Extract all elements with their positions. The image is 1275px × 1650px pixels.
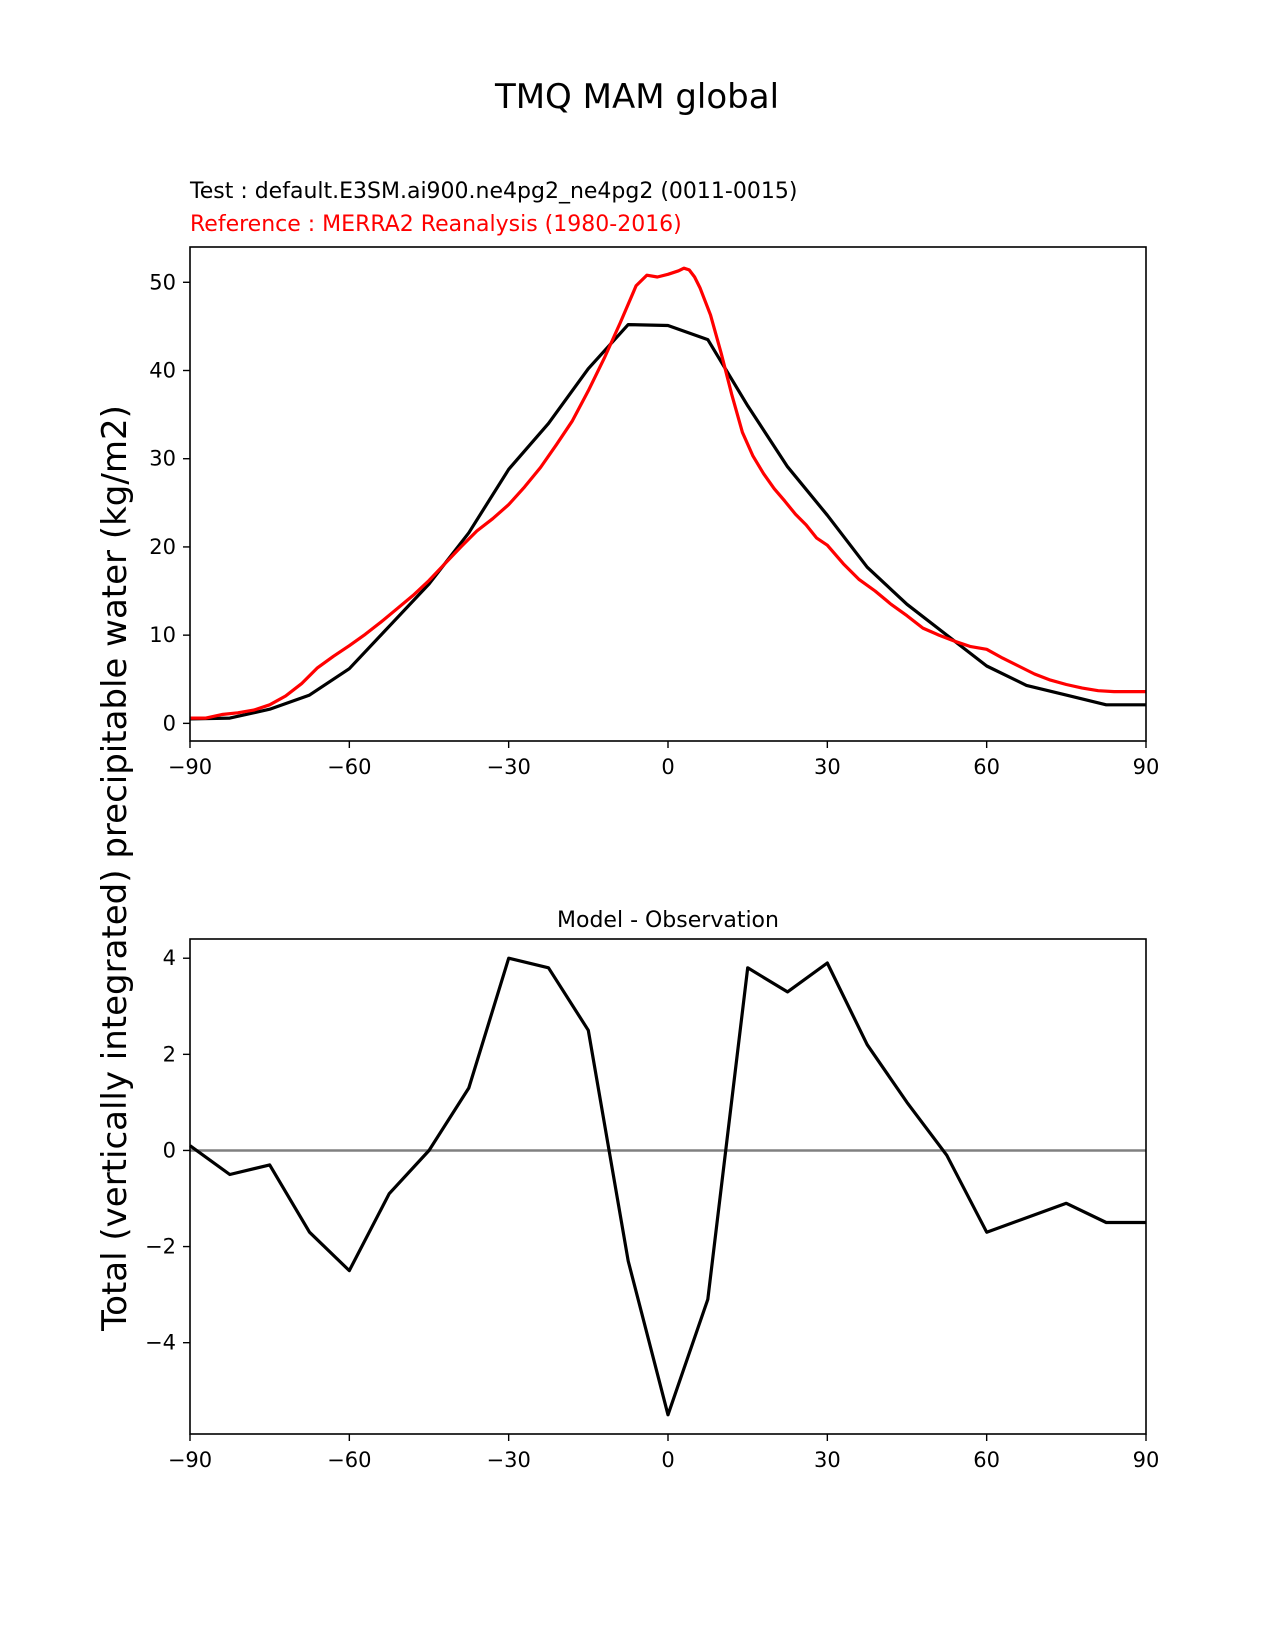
x-tick-label: 0 <box>661 1448 674 1472</box>
x-tick-label: 60 <box>973 1448 1000 1472</box>
x-tick-label: 90 <box>1133 755 1160 779</box>
x-tick-label: 0 <box>661 755 674 779</box>
x-tick-label: −90 <box>168 755 212 779</box>
figure-title: TMQ MAM global <box>494 77 779 117</box>
y-tick-label: 0 <box>163 1138 176 1162</box>
x-tick-label: −60 <box>327 1448 371 1472</box>
y-tick-label: 20 <box>149 535 176 559</box>
top-plot: −90 −60 −30 0 30 60 90 0 10 20 30 40 50 <box>149 246 1160 779</box>
y-tick-label: 0 <box>163 711 176 735</box>
x-tick-label: −30 <box>487 1448 531 1472</box>
y-tick-label: 10 <box>149 623 176 647</box>
y-tick-label: 50 <box>149 270 176 294</box>
y-tick-label: 2 <box>163 1042 176 1066</box>
subplot-title: Model - Observation <box>557 908 779 933</box>
x-tick-label: −60 <box>327 755 371 779</box>
y-axis-label: Total (vertically integrated) precipitab… <box>95 405 135 1332</box>
x-tick-label: 30 <box>814 755 841 779</box>
x-tick-label: 60 <box>973 755 1000 779</box>
test-label: Test : default.E3SM.ai900.ne4pg2_ne4pg2 … <box>189 179 797 204</box>
x-tick-label: 90 <box>1133 1448 1160 1472</box>
y-tick-label: 30 <box>149 447 176 471</box>
series-line-reference <box>190 266 1146 720</box>
difference-plot: −90 −60 −30 0 30 60 90 −4 −2 0 2 4 Model - Observati… <box>145 908 1159 1472</box>
y-tick-label: 4 <box>163 946 176 970</box>
plot-frame <box>189 246 1147 742</box>
series-line-model-observation <box>189 956 1146 1417</box>
x-tick-label: −30 <box>487 755 531 779</box>
x-tick-label: 30 <box>814 1448 841 1472</box>
y-tick-label: −2 <box>145 1235 176 1259</box>
reference-label: Reference : MERRA2 Reanalysis (1980-2016… <box>190 212 682 237</box>
y-tick-label: −4 <box>145 1331 176 1355</box>
x-tick-label: −90 <box>168 1448 212 1472</box>
y-tick-label: 40 <box>149 359 176 383</box>
series-line-test <box>189 323 1146 721</box>
plot-frame <box>189 938 1147 1435</box>
